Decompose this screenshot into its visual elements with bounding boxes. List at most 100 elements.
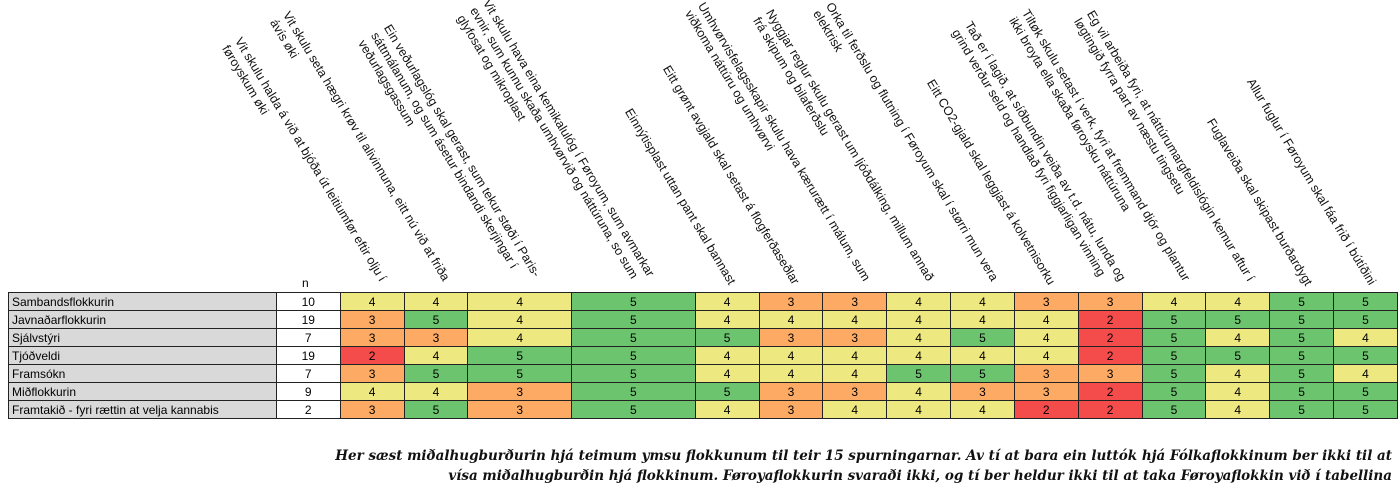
caption-line: vísa miðalhugburðin hjá flokkinum. Føroy… — [448, 468, 1392, 484]
heatmap-cell: 4 — [758, 346, 824, 365]
heatmap-cell: 3 — [339, 400, 405, 419]
heatmap-cell: 4 — [1205, 382, 1271, 401]
table-row: Sambandsflokkurin 10 4 4 4 5 4 3 3 4 4 3 3 4 4 5 5 — [8, 292, 1398, 311]
respondent-count: 2 — [275, 400, 341, 419]
heatmap-cell: 5 — [1269, 364, 1334, 383]
respondent-count: 7 — [275, 364, 341, 383]
party-label: Miðflokkurin — [8, 382, 277, 401]
heatmap-cell: 4 — [1205, 292, 1271, 311]
heatmap-cell: 5 — [467, 364, 573, 383]
heatmap-cell: 5 — [1332, 400, 1398, 419]
heatmap-cell: 4 — [694, 310, 760, 329]
heatmap-cell: 2 — [1077, 310, 1143, 329]
heatmap-cell: 5 — [886, 364, 952, 383]
heatmap-cell: 5 — [1269, 400, 1334, 419]
heatmap-cell: 3 — [403, 328, 469, 347]
question-header-line: Allur fuglur í Føroyum skal fáa frið í b… — [1243, 76, 1379, 288]
heatmap-cell: 2 — [1077, 382, 1143, 401]
heatmap-cell: 5 — [467, 346, 573, 365]
heatmap-cell: 5 — [571, 400, 696, 419]
heatmap-cell: 5 — [571, 292, 696, 311]
heatmap-cell: 5 — [1205, 310, 1271, 329]
heatmap-cell: 4 — [886, 310, 952, 329]
party-label: Framtakið - fyri rættin at velja kannabi… — [8, 400, 277, 419]
heatmap-cell: 4 — [1205, 400, 1271, 419]
heatmap-cell: 4 — [467, 328, 573, 347]
heatmap-cell: 3 — [467, 400, 573, 419]
heatmap-cell: 5 — [1332, 310, 1398, 329]
heatmap-cell: 5 — [950, 328, 1015, 347]
party-label: Framsókn — [8, 364, 277, 383]
heatmap-cell: 4 — [1205, 328, 1271, 347]
table-row: Framtakið - fyri rættin at velja kannabi… — [8, 400, 1398, 419]
table-row: Framsókn 7 3 5 5 5 4 4 4 5 5 3 3 5 4 5 4 — [8, 364, 1398, 383]
heatmap-cell: 5 — [403, 400, 469, 419]
heatmap-cell: 5 — [694, 328, 760, 347]
heatmap-cell: 4 — [822, 346, 888, 365]
heatmap-cell: 2 — [339, 346, 405, 365]
heatmap-cell: 2 — [1077, 400, 1143, 419]
party-label: Javnaðarflokkurin — [8, 310, 277, 329]
heatmap-cell: 3 — [1077, 364, 1143, 383]
respondent-count: 10 — [275, 292, 341, 311]
heatmap-cell: 4 — [822, 364, 888, 383]
heatmap-cell: 5 — [1141, 400, 1207, 419]
heatmap-cell: 4 — [403, 292, 469, 311]
heatmap-cell: 5 — [1205, 346, 1271, 365]
heatmap-cell: 4 — [886, 328, 952, 347]
heatmap-cell: 4 — [758, 310, 824, 329]
heatmap-cell: 4 — [1141, 292, 1207, 311]
heatmap-cell: 3 — [1013, 382, 1079, 401]
heatmap-cell: 3 — [758, 328, 824, 347]
heatmap-cell: 3 — [339, 328, 405, 347]
heatmap-cell: 4 — [950, 292, 1015, 311]
heatmap-cell: 5 — [1141, 382, 1207, 401]
heatmap-cell: 3 — [822, 292, 888, 311]
heatmap-cell: 5 — [571, 364, 696, 383]
heatmap-cell: 5 — [950, 364, 1015, 383]
party-label: Tjóðveldi — [8, 346, 277, 365]
heatmap-cell: 2 — [1077, 328, 1143, 347]
table-row: Javnaðarflokkurin 19 3 5 4 5 4 4 4 4 4 4 2 5 5 5 5 — [8, 310, 1398, 329]
heatmap-cell: 5 — [1269, 292, 1334, 311]
heatmap-cell: 2 — [1013, 400, 1079, 419]
heatmap-cell: 4 — [1332, 328, 1398, 347]
heatmap-cell: 5 — [1141, 310, 1207, 329]
heatmap-cell: 4 — [467, 310, 573, 329]
respondent-count: 19 — [275, 310, 341, 329]
heatmap-table: Sambandsflokkurin 10 4 4 4 5 4 3 3 4 4 3 3 4 4 5 5 Javnað… — [8, 292, 1398, 419]
heatmap-cell: 5 — [403, 364, 469, 383]
heatmap-cell: 4 — [950, 310, 1015, 329]
heatmap-cell: 4 — [694, 346, 760, 365]
heatmap-cell: 4 — [886, 400, 952, 419]
heatmap-cell: 3 — [758, 382, 824, 401]
heatmap-cell: 3 — [339, 364, 405, 383]
heatmap-cell: 5 — [1269, 328, 1334, 347]
heatmap-cell: 4 — [339, 382, 405, 401]
heatmap-cell: 5 — [1141, 364, 1207, 383]
heatmap-cell: 3 — [1013, 364, 1079, 383]
heatmap-cell: 5 — [571, 346, 696, 365]
heatmap-cell: 5 — [571, 310, 696, 329]
heatmap-cell: 4 — [694, 292, 760, 311]
respondent-count: 9 — [275, 382, 341, 401]
heatmap-cell: 5 — [571, 328, 696, 347]
figure-caption: Her sæst miðalhugburðurin hjá teimum yms… — [335, 446, 1392, 486]
heatmap-cell: 5 — [1332, 346, 1398, 365]
party-label: Sjálvstýri — [8, 328, 277, 347]
heatmap-cell: 3 — [339, 310, 405, 329]
question-header: Allur fuglur í Føroyum skal fáa frið í b… — [1243, 76, 1379, 288]
heatmap-cell: 4 — [339, 292, 405, 311]
heatmap-cell: 3 — [950, 382, 1015, 401]
heatmap-cell: 4 — [886, 346, 952, 365]
table-row: Sjálvstýri 7 3 3 4 5 5 3 3 4 5 4 2 5 4 5 4 — [8, 328, 1398, 347]
respondent-count: 7 — [275, 328, 341, 347]
heatmap-cell: 3 — [822, 382, 888, 401]
heatmap-cell: 5 — [694, 382, 760, 401]
heatmap-cell: 3 — [758, 400, 824, 419]
caption-line: Her sæst miðalhugburðurin hjá teimum yms… — [335, 448, 1392, 464]
heatmap-cell: 4 — [403, 346, 469, 365]
heatmap-cell: 5 — [403, 310, 469, 329]
heatmap-cell: 4 — [1332, 364, 1398, 383]
heatmap-cell: 4 — [1205, 364, 1271, 383]
